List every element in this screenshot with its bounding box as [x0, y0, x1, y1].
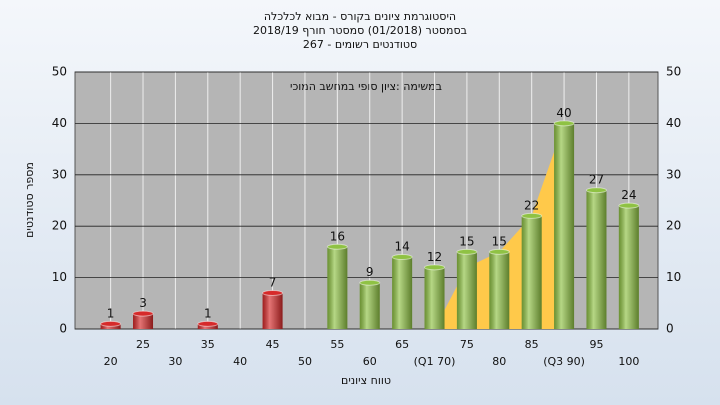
bar-shade — [554, 123, 575, 330]
y-tick-label: 0 — [59, 322, 67, 336]
y-tick-label: 30 — [52, 167, 67, 181]
bar-shade — [489, 251, 510, 329]
data-label: 7 — [269, 276, 277, 290]
data-label: 24 — [621, 188, 636, 202]
x-axis-label: טווח ציונים — [341, 374, 391, 387]
y-tick-label: 20 — [52, 219, 67, 233]
bar-top — [262, 290, 284, 297]
x-tick-label: 55 — [330, 338, 344, 351]
x-tick-label: 35 — [201, 338, 215, 351]
x-tick-label: 25 — [136, 338, 150, 351]
bar-shade — [618, 205, 639, 329]
chart-subtitle: סטודנטים רשומים - 267 — [303, 38, 417, 51]
data-label: 27 — [589, 173, 604, 187]
data-label: 22 — [524, 198, 539, 212]
annotation: במשימה :ציון סופי במחשב המוכי — [290, 80, 442, 93]
bar-shade — [521, 215, 542, 329]
x-tick-label: 60 — [363, 355, 377, 368]
data-label: 1 — [204, 306, 212, 320]
y-axis-label: מספר סטודנטים — [23, 162, 36, 238]
bar-shade — [262, 293, 283, 329]
y-tick-label: 50 — [666, 65, 681, 79]
chart-subtitle: בסמסטר (01/2018) סמסטר חורף 2018/19 — [253, 24, 467, 37]
y-tick-label: 10 — [52, 270, 67, 284]
y-tick-label: 0 — [666, 322, 674, 336]
bar-shade — [359, 282, 380, 329]
bar-top — [618, 202, 640, 209]
bar-top — [197, 320, 219, 327]
bar-top — [585, 187, 607, 194]
x-tick-label: 80 — [492, 355, 506, 368]
bar-top — [100, 320, 122, 327]
y-tick-label: 20 — [666, 219, 681, 233]
y-tick-label: 40 — [666, 116, 681, 130]
x-tick-label: 100 — [618, 355, 639, 368]
bar-top — [521, 212, 543, 219]
bar-shade — [327, 246, 348, 329]
x-tick-label: (Q3 90) — [543, 355, 585, 368]
y-tick-label: 30 — [666, 167, 681, 181]
data-label: 40 — [556, 106, 571, 120]
data-label: 12 — [427, 250, 442, 264]
data-label: 9 — [366, 265, 374, 279]
y-tick-label: 40 — [52, 116, 67, 130]
x-tick-label: 95 — [589, 338, 603, 351]
x-tick-label: (Q1 70) — [414, 355, 456, 368]
bar-shade — [424, 267, 445, 329]
bar-shade — [586, 190, 607, 329]
bar-shade — [392, 257, 413, 329]
x-tick-label: 85 — [525, 338, 539, 351]
bar-top — [391, 254, 413, 261]
y-tick-label: 50 — [52, 65, 67, 79]
x-tick-label: 75 — [460, 338, 474, 351]
bar-top — [456, 248, 478, 255]
x-tick-label: 40 — [233, 355, 247, 368]
bar-top — [326, 243, 348, 250]
data-label: 3 — [139, 296, 147, 310]
bar-shade — [456, 251, 477, 329]
x-tick-label: 50 — [298, 355, 312, 368]
bar-top — [359, 279, 381, 286]
bar-top — [132, 310, 154, 317]
data-label: 14 — [394, 240, 409, 254]
data-label: 16 — [330, 229, 345, 243]
bar-top — [553, 120, 575, 127]
data-label: 15 — [492, 234, 507, 248]
x-tick-label: 30 — [168, 355, 182, 368]
x-tick-label: 20 — [104, 355, 118, 368]
data-label: 15 — [459, 234, 474, 248]
x-tick-label: 45 — [266, 338, 280, 351]
bar-shade — [133, 313, 154, 329]
x-tick-label: 65 — [395, 338, 409, 351]
bar-top — [488, 248, 510, 255]
bar-top — [424, 264, 446, 271]
data-label: 1 — [107, 306, 115, 320]
y-tick-label: 10 — [666, 270, 681, 284]
chart-title: היסטוגרמת ציונים בקורס - מבוא לכלכלה — [264, 10, 456, 23]
